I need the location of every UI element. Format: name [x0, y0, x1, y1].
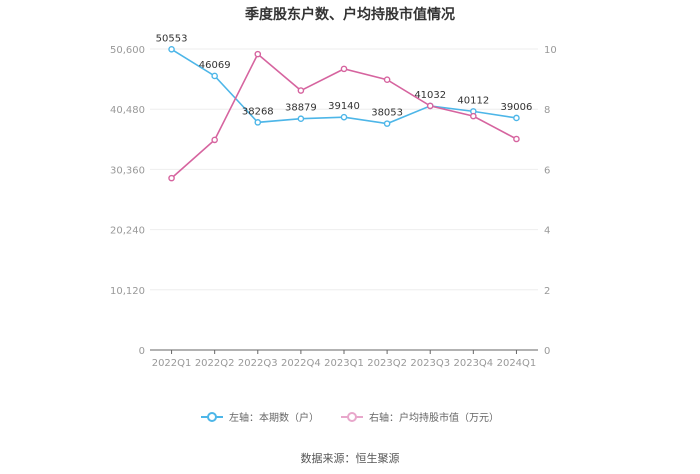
data-point[interactable] [211, 72, 218, 80]
data-label: 41032 [414, 90, 446, 101]
legend-label-avg-holding: 右轴：户均持股市值（万元） [369, 413, 499, 424]
data-point[interactable] [513, 135, 520, 143]
x-axis-label: 2024Q1 [497, 358, 537, 369]
left-axis-tick: 50,600 [110, 45, 145, 56]
data-point[interactable] [513, 114, 520, 122]
data-label: 39006 [501, 102, 533, 113]
legend-label-shareholders: 左轴：本期数（户） [229, 413, 319, 424]
x-axis-label: 2023Q4 [453, 358, 493, 369]
right-axis-tick: 2 [544, 286, 550, 297]
right-axis-tick: 4 [544, 226, 550, 237]
right-axis-tick: 0 [544, 346, 550, 357]
x-axis-label: 2023Q3 [410, 358, 450, 369]
dual-axis-line-chart: 0 0 10,120 2 20,240 4 30,360 6 40,480 8 50,600 10 20… [110, 33, 557, 369]
x-axis-label: 2022Q1 [152, 358, 192, 369]
data-label: 39140 [328, 101, 360, 112]
legend: 左轴：本期数（户） 右轴：户均持股市值（万元） [0, 409, 700, 424]
data-label: 50553 [156, 33, 188, 44]
x-axis-label: 2022Q4 [281, 358, 321, 369]
legend-item-avg-holding[interactable]: 右轴：户均持股市值（万元） [341, 409, 499, 424]
data-point[interactable] [254, 119, 262, 126]
pink-line-marker-icon [341, 411, 363, 422]
blue-line-marker-icon [201, 411, 223, 422]
data-point[interactable] [254, 50, 262, 58]
data-point[interactable] [211, 136, 218, 144]
data-point[interactable] [340, 113, 348, 121]
data-label: 40112 [457, 95, 489, 106]
data-point[interactable] [340, 65, 348, 73]
data-point[interactable] [383, 76, 391, 84]
x-axis-label: 2023Q2 [367, 358, 407, 369]
left-axis-tick: 20,240 [110, 226, 145, 237]
right-axis-tick: 6 [544, 165, 550, 176]
x-axis-label: 2022Q3 [238, 358, 278, 369]
legend-item-shareholders[interactable]: 左轴：本期数（户） [201, 409, 319, 424]
left-axis-tick: 30,360 [110, 165, 145, 176]
data-label: 38879 [285, 103, 317, 114]
x-axis-label: 2022Q2 [195, 358, 235, 369]
data-point[interactable] [168, 174, 175, 182]
data-label: 46069 [199, 60, 231, 71]
left-axis-tick: 0 [139, 346, 145, 357]
x-axis-label: 2023Q1 [324, 358, 364, 369]
right-axis-tick: 10 [544, 45, 557, 56]
data-point[interactable] [470, 112, 477, 120]
data-source: 数据来源：恒生聚源 [300, 452, 400, 465]
left-axis-tick: 10,120 [110, 286, 145, 297]
data-point[interactable] [168, 45, 175, 53]
data-point[interactable] [383, 120, 391, 127]
data-point[interactable] [426, 102, 434, 110]
chart-title: 季度股东户数、户均持股市值情况 [245, 7, 455, 23]
data-label: 38053 [371, 108, 403, 119]
right-axis-tick: 8 [544, 105, 550, 116]
data-point[interactable] [297, 115, 305, 123]
data-label: 38268 [242, 106, 274, 117]
left-axis-tick: 40,480 [110, 105, 145, 116]
data-point[interactable] [297, 87, 305, 94]
